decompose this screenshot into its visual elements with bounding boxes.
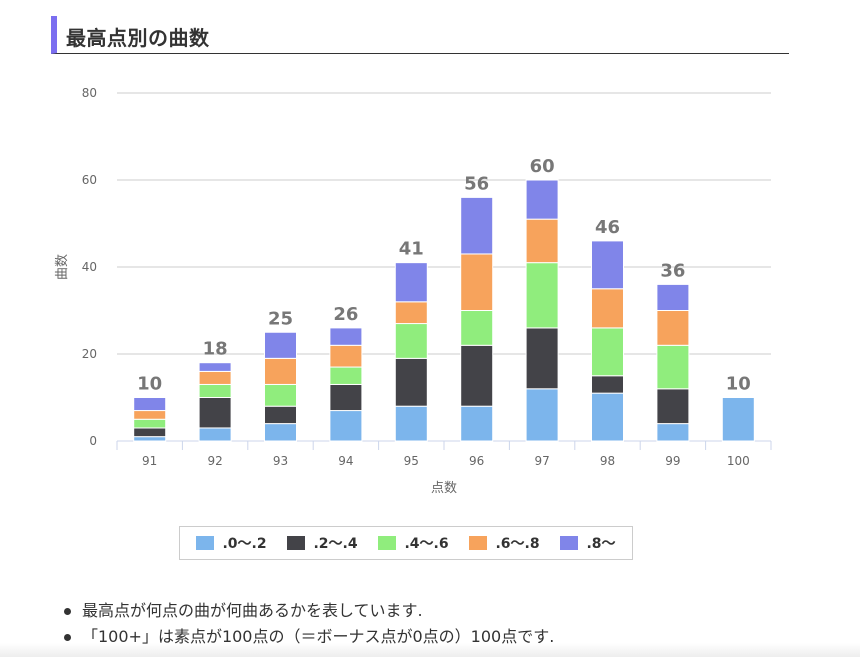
bar-segment: [460, 196, 494, 255]
bar-segment: [460, 310, 494, 346]
note-item: 最高点が何点の曲が何曲あるかを表しています.: [52, 598, 554, 624]
total-label: 10: [726, 374, 751, 395]
x-tick-label: 92: [207, 454, 222, 468]
bar-segment: [394, 301, 428, 325]
x-tick-label: 100: [727, 454, 750, 468]
legend-label: .4〜.6: [404, 536, 449, 552]
legend-label: .2〜.4: [313, 536, 358, 552]
total-label: 36: [660, 260, 685, 281]
total-label: 60: [530, 156, 555, 177]
bar-segment: [394, 323, 428, 359]
total-label: 26: [333, 304, 358, 325]
legend-swatch: [469, 536, 488, 550]
bar-segment: [264, 357, 297, 385]
bar-segment: [656, 310, 690, 346]
legend-swatch: [560, 536, 579, 550]
bar-segment: [656, 344, 690, 390]
legend-label: .6〜.8: [495, 536, 540, 552]
legend-swatch: [287, 536, 306, 550]
legend-swatch: [196, 536, 215, 550]
y-tick-label: 0: [89, 434, 97, 448]
y-tick-label: 20: [82, 347, 97, 361]
bar-segment: [525, 218, 559, 264]
x-tick-label: 97: [534, 454, 549, 468]
legend-item[interactable]: .0〜.2: [196, 533, 267, 553]
bar-segment: [394, 262, 428, 303]
total-label: 56: [464, 173, 489, 194]
bar-segment: [656, 283, 690, 311]
x-tick-label: 98: [600, 454, 615, 468]
bar-segment: [329, 410, 363, 442]
bar-segment: [329, 383, 363, 412]
bar-segment: [198, 427, 232, 442]
x-tick-label: 99: [665, 454, 680, 468]
bar-segment: [591, 392, 624, 442]
bar-segment: [394, 357, 428, 407]
bar-segment: [591, 240, 624, 290]
bar-segment: [133, 397, 167, 412]
legend-label: .0〜.2: [222, 536, 267, 552]
bar-segment: [460, 253, 494, 311]
bar-segment: [591, 327, 624, 377]
bar-segment: [394, 405, 428, 442]
legend-swatch: [378, 536, 397, 550]
x-tick-label: 95: [404, 454, 419, 468]
total-label: 10: [137, 374, 162, 395]
bar-segment: [198, 362, 232, 372]
chart-legend: .0〜.2 .2〜.4 .4〜.6 .6〜.8 .8〜: [179, 526, 633, 560]
notes-list: 最高点が何点の曲が何曲あるかを表しています. 「100+」は素点が100点の（＝…: [52, 598, 554, 650]
bar-segment: [525, 388, 559, 442]
bar-segment: [133, 427, 167, 438]
section-title: 最高点別の曲数: [66, 26, 210, 50]
bar-segment: [198, 383, 232, 399]
bar-segment: [460, 405, 494, 442]
bar-segment: [591, 375, 624, 394]
bar-segment: [329, 344, 363, 368]
bar-segment: [198, 397, 232, 429]
legend-item[interactable]: .4〜.6: [378, 533, 449, 553]
bar-segment: [656, 388, 690, 425]
bar-segment: [721, 397, 755, 442]
section-heading: 最高点別の曲数: [51, 16, 789, 54]
bar-segment: [525, 327, 559, 390]
bar-segment: [591, 288, 624, 329]
total-label: 41: [399, 239, 424, 260]
bar-segment: [460, 344, 494, 407]
legend-item[interactable]: .2〜.4: [287, 533, 358, 553]
bottom-fade: [0, 643, 860, 657]
bar-segment: [264, 423, 297, 442]
bar-segment: [133, 418, 167, 429]
bar-segment: [264, 405, 297, 425]
x-tick-label: 93: [273, 454, 288, 468]
bar-segment: [198, 370, 232, 385]
total-label: 18: [203, 339, 228, 360]
bar-segment: [656, 423, 690, 442]
x-tick-label: 91: [142, 454, 157, 468]
bar-segment: [525, 262, 559, 329]
y-axis-title: 曲数: [55, 254, 70, 280]
legend-label: .8〜: [586, 536, 616, 552]
total-label: 46: [595, 217, 620, 238]
x-axis-title: 点数: [431, 481, 457, 496]
x-tick-label: 96: [469, 454, 484, 468]
bar-segment: [133, 410, 167, 420]
bar-segment: [329, 366, 363, 385]
total-label: 25: [268, 308, 293, 329]
legend-item[interactable]: .8〜: [560, 533, 616, 553]
bar-segment: [329, 327, 363, 346]
bar-segment: [133, 436, 167, 442]
stacked-bar-chart: 0 20 40 60 80 10 91 18 92 25 93 26 94 41 95 56 96 60 97 46 9…: [55, 86, 772, 496]
y-tick-label: 60: [82, 173, 97, 187]
y-tick-label: 40: [82, 260, 97, 274]
y-tick-label: 80: [82, 86, 97, 100]
x-tick-label: 94: [338, 454, 353, 468]
note-item: 「100+」は素点が100点の（＝ボーナス点が0点の）100点です.: [52, 624, 554, 650]
bar-segment: [525, 179, 559, 220]
bar-segment: [264, 383, 297, 407]
bar-segment: [264, 331, 297, 359]
legend-item[interactable]: .6〜.8: [469, 533, 540, 553]
